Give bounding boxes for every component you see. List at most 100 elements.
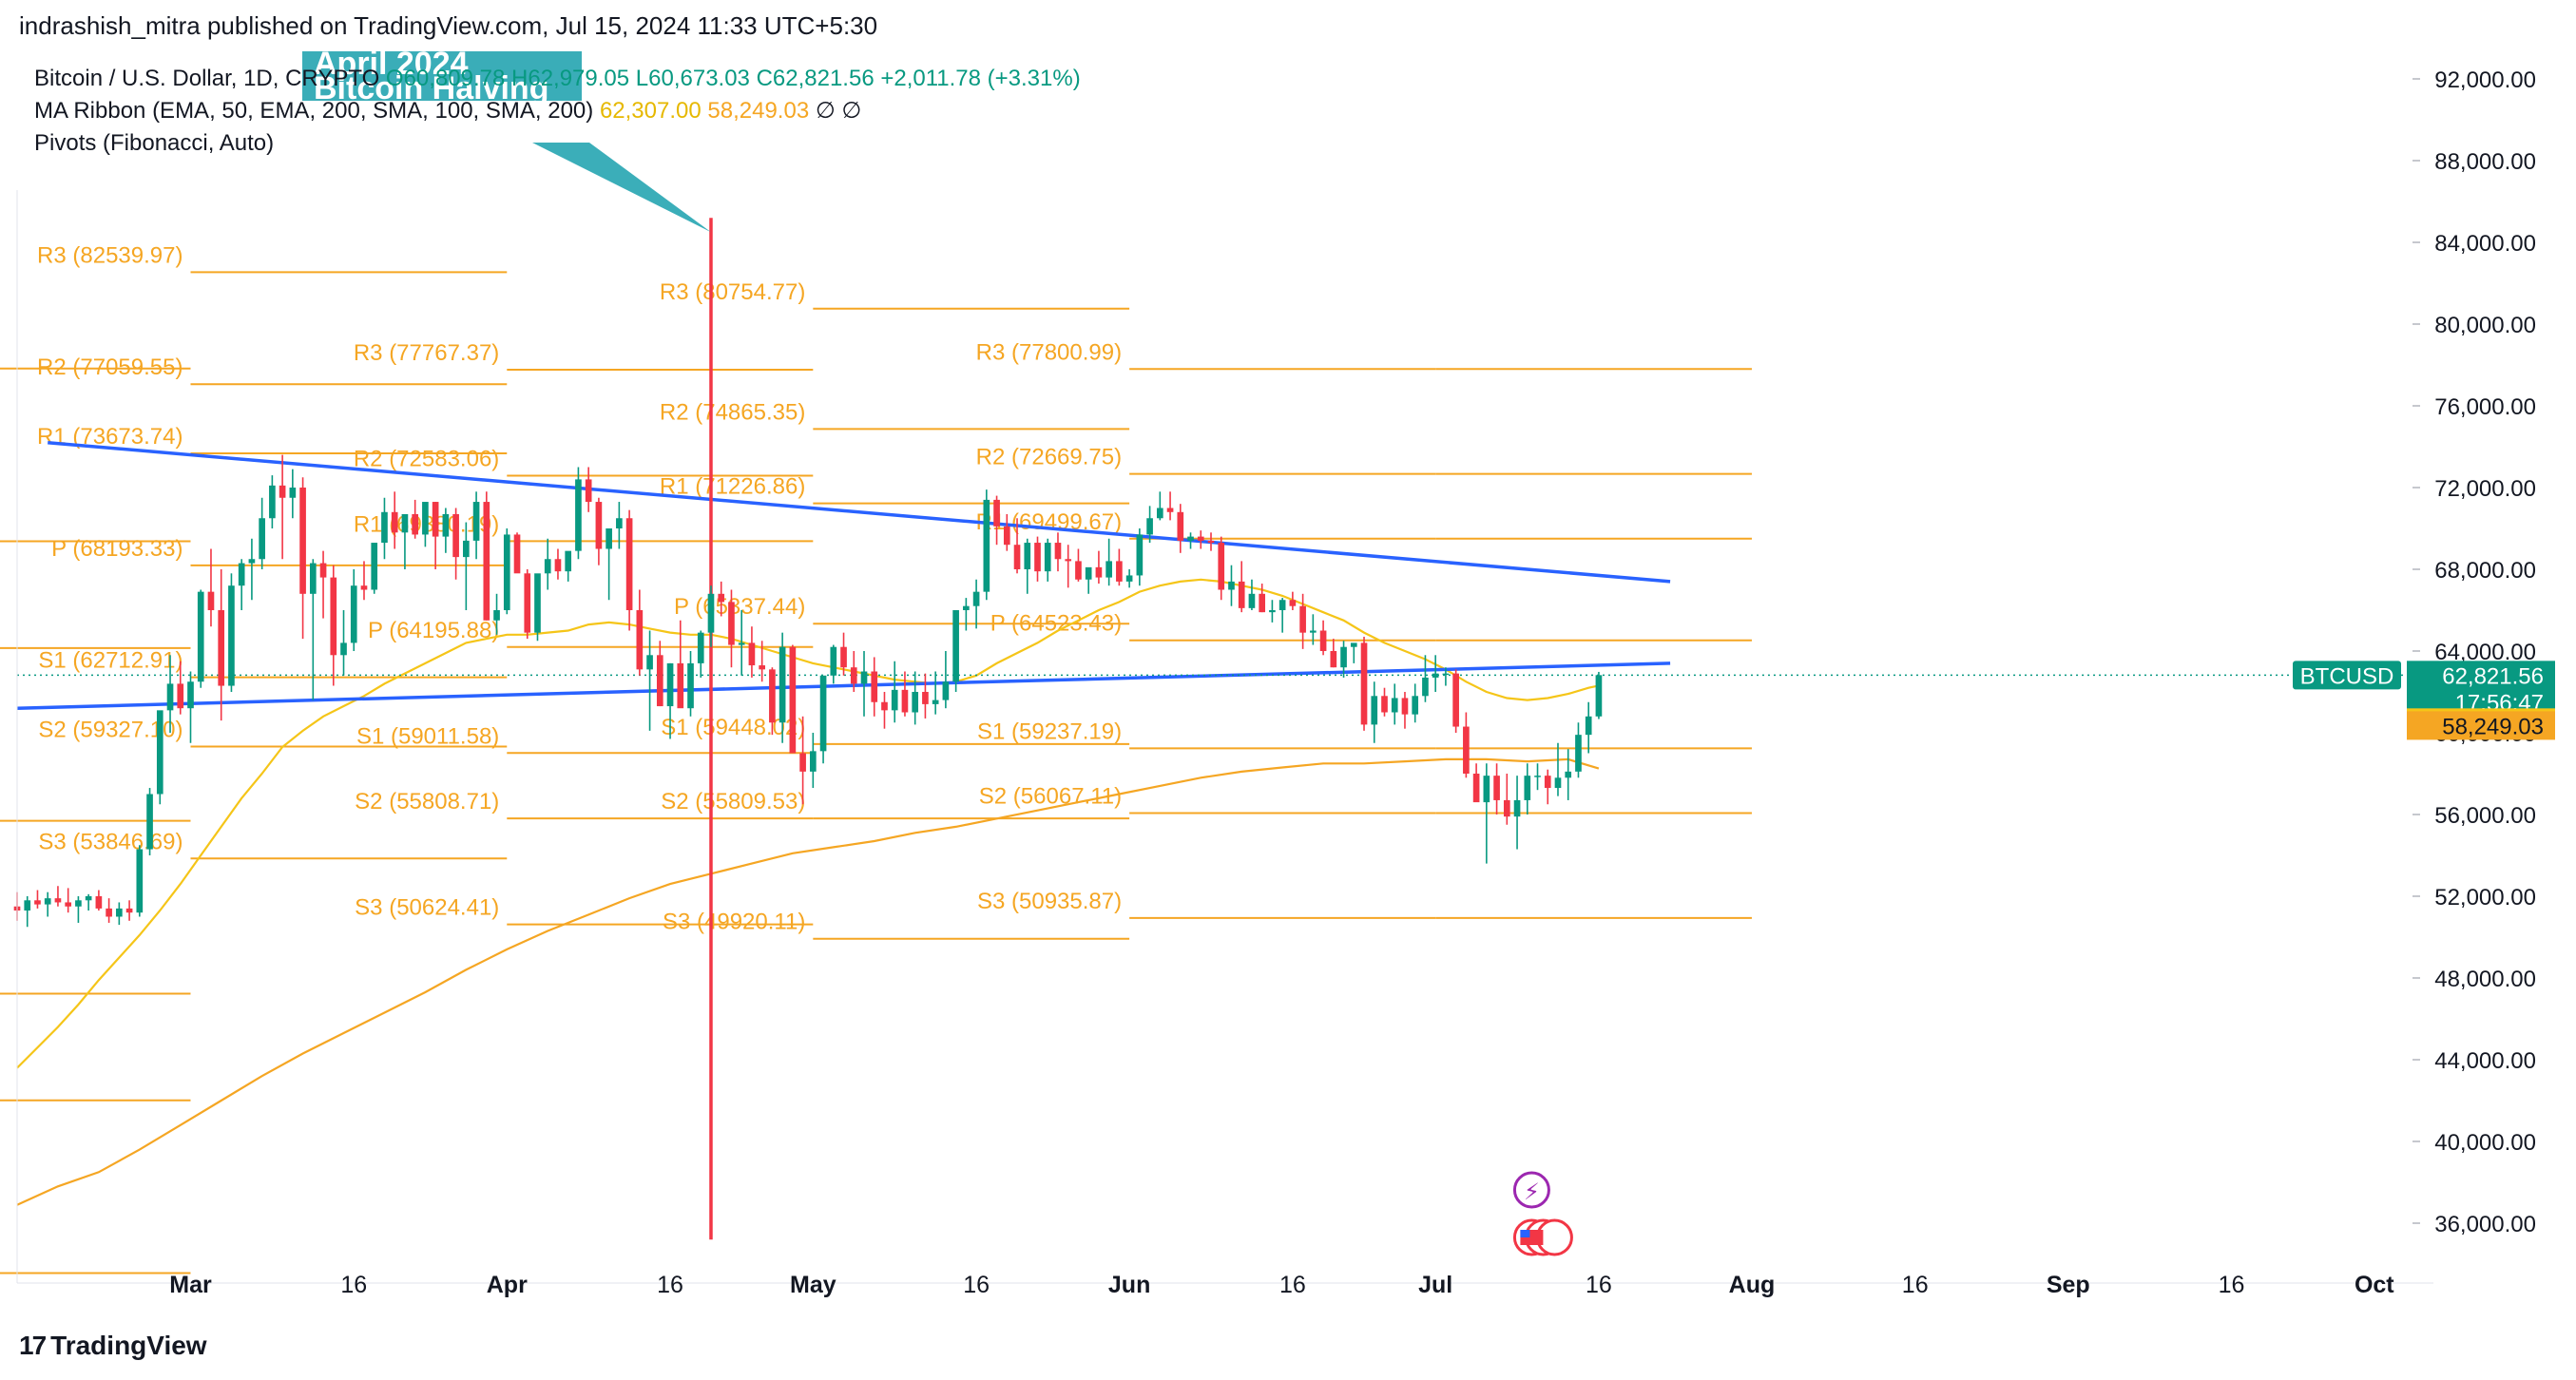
candle-body <box>860 671 868 684</box>
price-tag-value: 62,821.56 <box>2442 663 2544 689</box>
legend-pivots-row[interactable]: Pivots (Fibonacci, Auto) <box>34 127 1081 160</box>
pivot-label: R1 (73673.74) <box>37 424 183 450</box>
candle-body <box>269 485 276 519</box>
candle-body <box>259 518 265 560</box>
candle-body <box>687 662 694 709</box>
tradingview-logo[interactable]: 17 TradingView <box>19 1331 207 1361</box>
candle-body <box>891 689 898 711</box>
candle-body <box>963 605 970 610</box>
candle-body <box>616 518 623 528</box>
candle-body <box>1238 581 1245 608</box>
candle-body <box>412 513 418 535</box>
candle-body <box>1432 673 1439 678</box>
candle-body <box>840 646 847 668</box>
candle-body <box>799 753 806 772</box>
pivot-label: R2 (72583.06) <box>354 446 499 471</box>
candle-body <box>1565 771 1572 778</box>
price-tag-value: 58,249.03 <box>2442 714 2544 739</box>
symbol-tag <box>2293 661 2401 690</box>
legend-ma-value-2: 58,249.03 <box>707 98 810 124</box>
candle-body <box>1054 543 1062 560</box>
tradingview-logo-icon: 17 <box>19 1331 47 1360</box>
candle-body <box>207 591 215 610</box>
candle-body <box>677 662 684 709</box>
candle-body <box>1442 673 1450 676</box>
legend-ma-row[interactable]: MA Ribbon (EMA, 50, EMA, 200, SMA, 100, … <box>34 95 1081 127</box>
x-tick-label: Jun <box>1108 1272 1150 1298</box>
x-tick-label: Oct <box>2355 1272 2394 1298</box>
candle-body <box>136 849 144 913</box>
legend-ma-label: MA Ribbon (EMA, 50, EMA, 200, SMA, 100, … <box>34 98 594 124</box>
candle-body <box>983 499 990 592</box>
candle-body <box>381 511 388 544</box>
candle-body <box>1483 776 1490 803</box>
candle-body <box>707 593 715 633</box>
candle-body <box>1503 799 1510 817</box>
candle-body <box>371 543 378 590</box>
halving-callout[interactable]: April 2024 Bitcoin Halving <box>302 51 582 101</box>
candle-body <box>1340 646 1347 668</box>
candle-body <box>1156 508 1163 519</box>
legend-symbol-row[interactable]: Bitcoin / U.S. Dollar, 1D, CRYPTO O60,80… <box>34 63 1081 95</box>
candle-body <box>534 573 541 633</box>
candle-body <box>1289 600 1297 606</box>
candle-body <box>972 591 980 606</box>
candle-body <box>330 577 337 656</box>
candle-body <box>1472 774 1480 803</box>
price-tag <box>2407 661 2555 717</box>
pivot-label: R3 (82539.97) <box>37 242 183 268</box>
y-tick-label: 44,000.00 <box>2434 1048 2536 1074</box>
pivot-label: R3 (77767.37) <box>354 340 499 366</box>
candle-body <box>554 559 562 572</box>
candle-body <box>1136 534 1144 576</box>
candle-body <box>636 610 644 670</box>
candle-body <box>156 710 163 795</box>
candle-body <box>24 900 31 911</box>
candle-body <box>463 540 470 558</box>
candle-body <box>779 646 786 723</box>
candle-body <box>1371 696 1378 725</box>
candle-body <box>177 683 184 709</box>
candle-body <box>1513 799 1521 817</box>
candle-body <box>187 681 194 709</box>
candle-body <box>1299 605 1306 633</box>
pivot-label: S3 (50624.41) <box>355 895 499 921</box>
candle-body <box>1085 566 1092 580</box>
candle-body <box>585 479 592 503</box>
legend-ma-value-1: 62,307.00 <box>599 98 702 124</box>
candle-body <box>319 563 327 578</box>
candle-body <box>360 585 368 590</box>
tradingview-brand: TradingView <box>50 1331 207 1360</box>
pivot-label: S2 (55809.53) <box>661 789 805 815</box>
candle-body <box>1452 673 1459 727</box>
candle-body <box>1125 575 1133 582</box>
legend-ohlc: O60,809.78 H62,979.05 L60,673.03 C62,821… <box>385 66 1081 91</box>
halving-marker <box>532 143 713 1240</box>
candle-body <box>819 675 827 752</box>
candle-body <box>1146 518 1153 535</box>
candle-body <box>1269 610 1276 613</box>
legend-ma-extra: ∅ ∅ <box>815 98 862 124</box>
x-tick-label: 16 <box>1279 1272 1306 1298</box>
candle-body <box>1024 543 1031 569</box>
pivot-label: R2 (72669.75) <box>976 445 1122 470</box>
candle-body <box>830 646 837 676</box>
candles <box>13 454 1603 928</box>
x-tick-label: 16 <box>2219 1272 2245 1298</box>
candle-body <box>922 692 929 704</box>
candle-body <box>1585 716 1592 736</box>
x-tick-label: May <box>790 1272 836 1298</box>
pivot-label: P (64195.88) <box>368 618 499 643</box>
price-tag <box>2407 711 2555 740</box>
candle-body <box>65 902 72 907</box>
event-icons: ⚡ <box>1512 1171 1573 1256</box>
y-tick-label: 40,000.00 <box>2434 1130 2536 1156</box>
candle-body <box>503 534 510 610</box>
candle-body <box>106 908 112 917</box>
candle-body <box>401 513 409 533</box>
candle-body <box>75 900 82 907</box>
candle-body <box>513 534 521 574</box>
candle-body <box>1360 642 1368 725</box>
y-tick-label: 72,000.00 <box>2434 476 2536 502</box>
